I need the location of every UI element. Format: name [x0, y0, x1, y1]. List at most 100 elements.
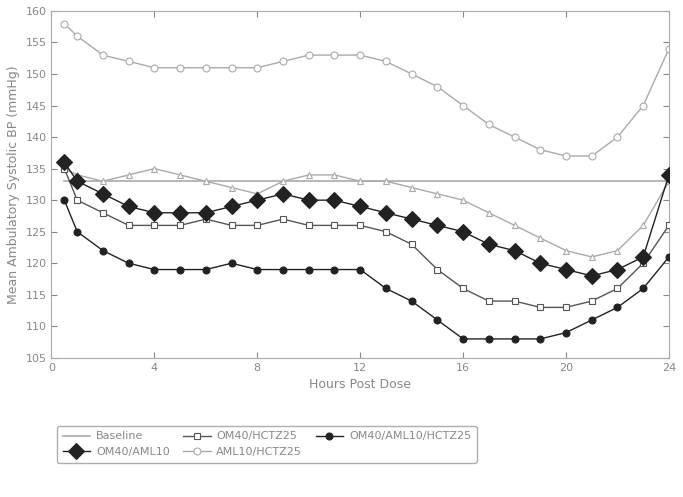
OM40/HCTZ25 [459, 285, 467, 291]
AML10/HCTZ25 [587, 153, 596, 159]
OM40/HCTZ25 [227, 222, 236, 228]
OM40/AML10 [485, 242, 493, 248]
OM40/AML10/HCTZ25 [536, 336, 544, 342]
Baseline [613, 178, 622, 184]
AML10/HCTZ25 [227, 65, 236, 71]
OM40/AML10/HCTZ25 [201, 266, 210, 272]
Line: AML10/HCTZ25: AML10/HCTZ25 [61, 20, 672, 160]
AML10/HCTZ25 [305, 52, 313, 58]
OM40/AML10 [510, 248, 518, 253]
AML10/HCTZ25 [331, 52, 339, 58]
OM40/AML10 [99, 191, 107, 197]
Baseline [382, 178, 390, 184]
OM40/AML10 [60, 160, 68, 166]
OM40/AML10/HCTZ25 [60, 197, 68, 203]
Baseline [60, 178, 68, 184]
Baseline [279, 178, 287, 184]
OM40/HCTZ25 [639, 260, 647, 266]
OM40/HCTZ25 [485, 298, 493, 304]
Line: OM40/AML10: OM40/AML10 [59, 157, 675, 281]
OM40/AML10/HCTZ25 [99, 248, 107, 253]
AML10/HCTZ25 [73, 33, 81, 39]
OM40/HCTZ25 [124, 222, 133, 228]
Baseline [433, 178, 441, 184]
OM40/AML10 [227, 203, 236, 209]
AML10/HCTZ25 [485, 121, 493, 127]
AML10/HCTZ25 [613, 134, 622, 140]
OM40/HCTZ25 [382, 229, 390, 235]
AML10/HCTZ25 [253, 65, 262, 71]
Baseline [408, 178, 416, 184]
OM40/AML10 [253, 197, 262, 203]
Baseline [253, 178, 262, 184]
OM40/AML10/HCTZ25 [227, 260, 236, 266]
OM40/HCTZ25 [536, 304, 544, 310]
Baseline [227, 178, 236, 184]
OM40/AML10 [279, 191, 287, 197]
AML10/HCTZ25 [665, 46, 673, 52]
OM40/AML10 [587, 273, 596, 279]
OM40/AML10/HCTZ25 [665, 254, 673, 260]
OM40/HCTZ25 [99, 210, 107, 216]
OM40/HCTZ25 [305, 222, 313, 228]
OM40/AML10/HCTZ25 [124, 260, 133, 266]
Line: OM40/HCTZ25: OM40/HCTZ25 [61, 165, 672, 311]
OM40/AML10/HCTZ25 [562, 330, 570, 335]
OM40/AML10 [408, 216, 416, 222]
OM40/AML10/HCTZ25 [433, 317, 441, 323]
OM40/AML10/HCTZ25 [587, 317, 596, 323]
AML10/HCTZ25 [279, 59, 287, 65]
AML10/HCTZ25 [459, 102, 467, 108]
Baseline [331, 178, 339, 184]
Y-axis label: Mean Ambulatory Systolic BP (mmHg): Mean Ambulatory Systolic BP (mmHg) [7, 65, 20, 304]
AML10/HCTZ25 [124, 59, 133, 65]
OM40/HCTZ25 [253, 222, 262, 228]
AML10/HCTZ25 [510, 134, 518, 140]
OM40/AML10 [639, 254, 647, 260]
Baseline [150, 178, 158, 184]
OM40/AML10 [665, 172, 673, 178]
OM40/AML10 [433, 222, 441, 228]
AML10/HCTZ25 [150, 65, 158, 71]
OM40/AML10/HCTZ25 [150, 266, 158, 272]
OM40/HCTZ25 [665, 222, 673, 228]
Baseline [305, 178, 313, 184]
Baseline [536, 178, 544, 184]
OM40/AML10/HCTZ25 [510, 336, 518, 342]
OM40/HCTZ25 [279, 216, 287, 222]
Baseline [201, 178, 210, 184]
AML10/HCTZ25 [201, 65, 210, 71]
AML10/HCTZ25 [356, 52, 364, 58]
AML10/HCTZ25 [60, 20, 68, 26]
OM40/AML10/HCTZ25 [382, 285, 390, 291]
OM40/AML10 [201, 210, 210, 216]
Baseline [73, 178, 81, 184]
OM40/HCTZ25 [587, 298, 596, 304]
Baseline [356, 178, 364, 184]
Baseline [124, 178, 133, 184]
OM40/AML10/HCTZ25 [485, 336, 493, 342]
Baseline [665, 178, 673, 184]
OM40/AML10 [150, 210, 158, 216]
OM40/HCTZ25 [433, 266, 441, 272]
OM40/AML10 [331, 197, 339, 203]
Baseline [510, 178, 518, 184]
OM40/AML10/HCTZ25 [331, 266, 339, 272]
AML10/HCTZ25 [408, 71, 416, 77]
OM40/AML10 [459, 229, 467, 235]
Baseline [485, 178, 493, 184]
OM40/HCTZ25 [150, 222, 158, 228]
Baseline [587, 178, 596, 184]
OM40/AML10/HCTZ25 [73, 229, 81, 235]
OM40/HCTZ25 [510, 298, 518, 304]
OM40/AML10/HCTZ25 [176, 266, 184, 272]
AML10/HCTZ25 [639, 102, 647, 108]
OM40/HCTZ25 [201, 216, 210, 222]
Baseline [459, 178, 467, 184]
AML10/HCTZ25 [176, 65, 184, 71]
OM40/AML10 [536, 260, 544, 266]
OM40/AML10/HCTZ25 [253, 266, 262, 272]
OM40/AML10 [176, 210, 184, 216]
X-axis label: Hours Post Dose: Hours Post Dose [309, 378, 411, 391]
OM40/HCTZ25 [408, 242, 416, 248]
